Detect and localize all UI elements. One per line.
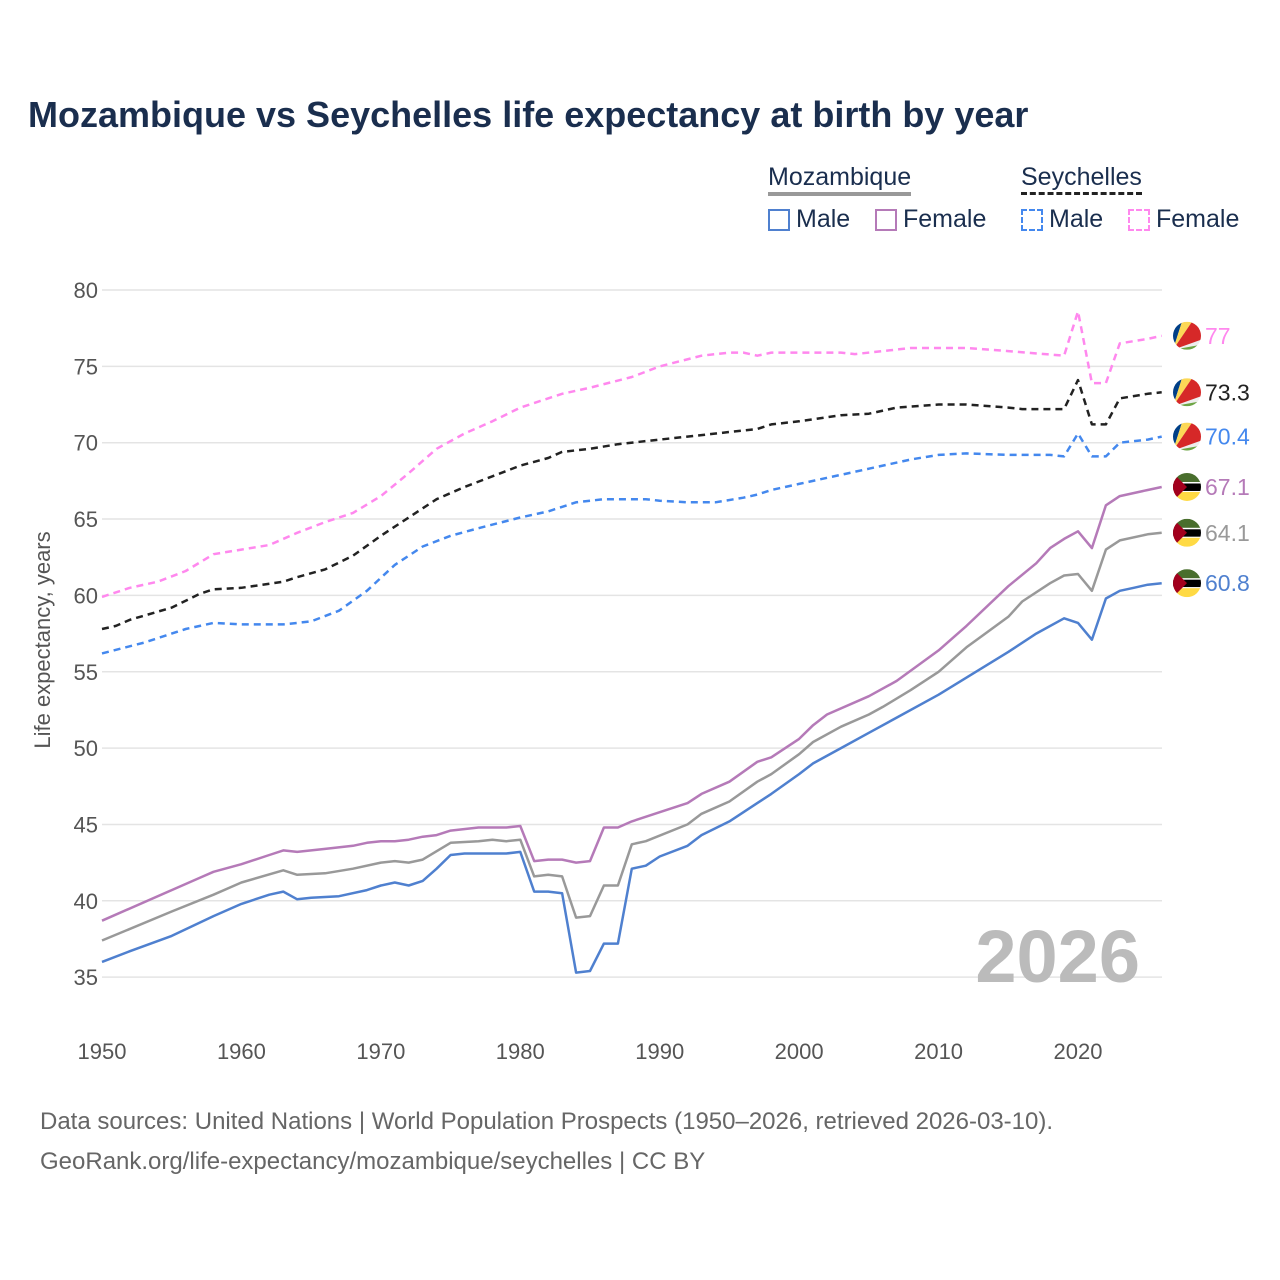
mozambique-flag-icon <box>1173 518 1201 547</box>
x-tick-label: 1970 <box>356 1039 405 1064</box>
legend-group-seychelles: Seychelles <box>1021 163 1142 195</box>
x-tick-label: 2000 <box>775 1039 824 1064</box>
legend-moz-male[interactable]: Male <box>768 205 850 234</box>
x-tick-label: 1990 <box>635 1039 684 1064</box>
legend-swatch <box>875 208 897 231</box>
y-tick-label: 65 <box>74 507 98 532</box>
legend-swatch <box>1021 208 1043 231</box>
x-tick-label: 1950 <box>78 1039 127 1064</box>
source-line-2[interactable]: GeoRank.org/life-expectancy/mozambique/s… <box>40 1148 706 1175</box>
y-tick-label: 60 <box>74 583 98 608</box>
x-tick-label: 1980 <box>496 1039 545 1064</box>
legend-label: Female <box>1156 205 1240 233</box>
legend-sey-female[interactable]: Female <box>1128 205 1239 234</box>
end-value-label: 73.3 <box>1205 379 1250 405</box>
series-line-mozambique-male[interactable] <box>101 581 1162 974</box>
y-tick-label: 75 <box>74 354 98 379</box>
x-tick-label: 1960 <box>217 1039 266 1064</box>
end-value-label: 60.8 <box>1205 570 1250 596</box>
y-axis-label: Life expectancy, years <box>30 531 55 748</box>
end-value-label: 64.1 <box>1205 520 1250 546</box>
legend-label: Male <box>1049 205 1104 233</box>
series-line-seychelles-female[interactable] <box>101 310 1162 599</box>
series-line-seychelles-total[interactable] <box>101 378 1162 631</box>
end-value-label: 77 <box>1205 323 1231 349</box>
line-chart: 35 40 45 50 55 60 65 70 75 80 1950 1960 1970 1980 1990… <box>30 278 1250 1064</box>
x-tick-label: 2010 <box>914 1039 963 1064</box>
mozambique-flag-icon <box>1173 472 1201 501</box>
mozambique-flag-icon <box>1173 569 1201 598</box>
y-tick-label: 80 <box>74 278 98 303</box>
legend-sey-male[interactable]: Male <box>1021 205 1103 234</box>
legend-swatch <box>1128 208 1150 231</box>
seychelles-flag-icon <box>1173 422 1201 451</box>
series-line-mozambique-female[interactable] <box>101 485 1162 922</box>
y-tick-label: 50 <box>74 736 98 761</box>
legend-label: Female <box>903 205 987 233</box>
legend-label: Male <box>796 205 851 233</box>
legend-group-mozambique: Mozambique <box>768 163 912 196</box>
x-tick-label: 2020 <box>1054 1039 1103 1064</box>
year-watermark: 2026 <box>975 915 1140 998</box>
y-tick-label: 70 <box>74 431 98 456</box>
series-line-mozambique-total[interactable] <box>101 531 1162 942</box>
y-tick-label: 40 <box>74 889 98 914</box>
y-tick-label: 45 <box>74 812 98 837</box>
source-line-1: Data sources: United Nations | World Pop… <box>40 1108 1054 1135</box>
end-value-label: 67.1 <box>1205 474 1250 500</box>
series-line-seychelles-male[interactable] <box>101 432 1162 655</box>
chart-title: Mozambique vs Seychelles life expectancy… <box>28 94 1029 135</box>
legend-moz-female[interactable]: Female <box>875 205 986 234</box>
y-tick-label: 35 <box>74 965 98 990</box>
seychelles-flag-icon <box>1173 378 1201 407</box>
legend-swatch <box>768 208 790 231</box>
seychelles-flag-icon <box>1173 321 1201 350</box>
y-tick-label: 55 <box>74 660 98 685</box>
end-value-label: 70.4 <box>1205 424 1250 450</box>
